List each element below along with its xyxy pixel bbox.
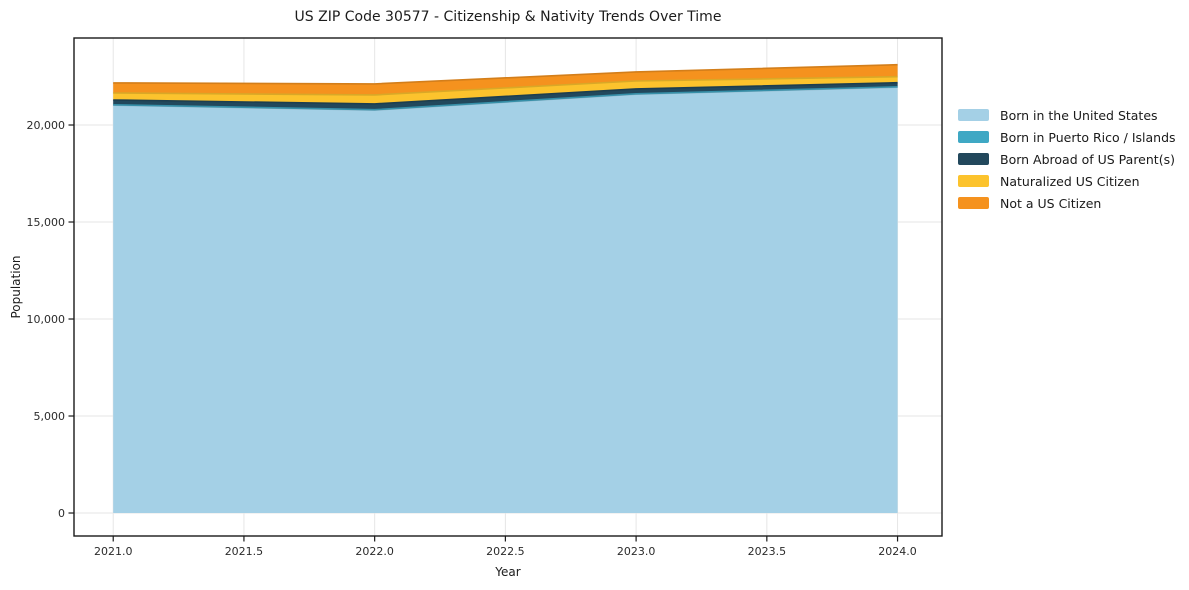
- edge-born-abroad-of-us-parent-s: [113, 81, 898, 105]
- x-tick-label: 2022.0: [355, 545, 394, 558]
- legend-swatch: [958, 109, 989, 121]
- area-born-in-the-united-states: [113, 87, 898, 513]
- edge-born-in-puerto-rico-islands: [113, 86, 898, 111]
- area-not-a-us-citizen: [113, 64, 898, 95]
- legend-label: Naturalized US Citizen: [1000, 173, 1140, 189]
- edge-naturalized-us-citizen: [113, 75, 898, 96]
- legend: Born in the United States Born in Puerto …: [958, 104, 1176, 214]
- x-tick-label: 2024.0: [878, 545, 917, 558]
- x-tick-label: 2023.5: [748, 545, 787, 558]
- legend-swatch: [958, 153, 989, 165]
- area-naturalized-us-citizen: [113, 76, 898, 104]
- plot-frame: [73, 37, 943, 537]
- x-tick-label: 2021.0: [94, 545, 133, 558]
- legend-item-born-in-puerto-rico-islands: Born in Puerto Rico / Islands: [958, 126, 1176, 148]
- legend-item-born-abroad-of-us-parent-s: Born Abroad of US Parent(s): [958, 148, 1176, 170]
- x-tick-label: 2023.0: [617, 545, 656, 558]
- edge-not-a-us-citizen: [113, 63, 898, 85]
- legend-item-naturalized-us-citizen: Naturalized US Citizen: [958, 170, 1176, 192]
- legend-label: Born in the United States: [1000, 107, 1158, 123]
- legend-item-not-a-us-citizen: Not a US Citizen: [958, 192, 1176, 214]
- y-tick-label: 0: [58, 507, 65, 520]
- legend-label: Born Abroad of US Parent(s): [1000, 151, 1175, 167]
- legend-item-born-in-the-united-states: Born in the United States: [958, 104, 1176, 126]
- y-tick-label: 10,000: [27, 313, 66, 326]
- y-tick-label: 20,000: [27, 119, 66, 132]
- x-tick-label: 2022.5: [486, 545, 525, 558]
- y-axis-label: Population: [9, 255, 23, 319]
- legend-swatch: [958, 131, 989, 143]
- legend-swatch: [958, 175, 989, 187]
- y-tick-label: 5,000: [34, 410, 66, 423]
- legend-label: Not a US Citizen: [1000, 195, 1102, 211]
- x-tick-label: 2021.5: [225, 545, 264, 558]
- y-tick-label: 15,000: [27, 216, 66, 229]
- legend-label: Born in Puerto Rico / Islands: [1000, 129, 1176, 145]
- chart-title: US ZIP Code 30577 - Citizenship & Nativi…: [294, 9, 722, 25]
- x-axis-label: Year: [495, 565, 521, 579]
- legend-swatch: [958, 197, 989, 209]
